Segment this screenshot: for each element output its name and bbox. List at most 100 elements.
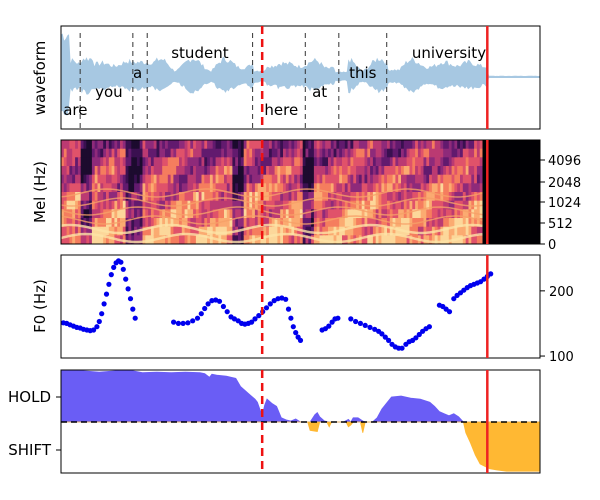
spectrogram-cell bbox=[212, 166, 217, 176]
spectrogram-cell bbox=[401, 235, 405, 244]
spectrogram-cell bbox=[224, 218, 228, 228]
spectrogram-cell bbox=[389, 200, 394, 210]
spectrogram-cell bbox=[437, 192, 441, 202]
spectrogram-cell bbox=[187, 148, 191, 158]
spectrogram-cell bbox=[429, 157, 433, 167]
spectrogram-cell bbox=[457, 140, 461, 150]
spectrogram-cell bbox=[243, 183, 248, 193]
spectrogram-cell bbox=[170, 183, 174, 193]
spectrogram-cell bbox=[94, 192, 99, 202]
spectrogram-cell bbox=[100, 200, 104, 210]
spectrogram-cell bbox=[350, 226, 354, 236]
spectrogram-cell bbox=[342, 235, 346, 244]
spectrogram-cell bbox=[215, 140, 219, 150]
spectrogram-cell bbox=[423, 183, 427, 193]
spectrogram-cell bbox=[409, 183, 413, 193]
spectrogram-cell bbox=[153, 183, 158, 193]
spectrogram-cell bbox=[131, 183, 135, 193]
spectrogram-cell bbox=[325, 157, 329, 167]
spectrogram-cell bbox=[277, 148, 281, 158]
spectrogram-cell bbox=[392, 235, 396, 244]
spectrogram-cell bbox=[305, 174, 309, 184]
spectrogram-cell bbox=[465, 209, 470, 219]
spectrogram-cell bbox=[448, 183, 453, 193]
spectrogram-cell bbox=[423, 174, 427, 184]
spectrogram-cell bbox=[77, 183, 82, 193]
spectrogram-cell bbox=[167, 235, 172, 244]
spectrogram-cell bbox=[333, 183, 337, 193]
spectrogram-cell bbox=[468, 218, 472, 228]
f0-point bbox=[205, 301, 211, 307]
spectrogram-cell bbox=[291, 209, 295, 219]
spectrogram-cell bbox=[190, 183, 194, 193]
spectrogram-cell bbox=[153, 209, 158, 219]
spectrogram-cell bbox=[103, 174, 107, 184]
spectrogram-cell bbox=[204, 209, 208, 219]
spectrogram-cell bbox=[134, 183, 138, 193]
spectrogram-cell bbox=[406, 166, 410, 176]
spectrogram-cell bbox=[128, 200, 132, 210]
f0-point bbox=[382, 334, 388, 340]
spectrogram-cell bbox=[319, 209, 323, 219]
spectrogram-cell bbox=[224, 183, 228, 193]
spectrogram-cell bbox=[153, 218, 158, 228]
spectrogram-cell bbox=[252, 218, 256, 228]
spectrogram-cell bbox=[384, 140, 388, 150]
spectrogram-cell bbox=[260, 183, 264, 193]
spectrogram-cell bbox=[443, 174, 447, 184]
f0-point bbox=[130, 306, 136, 312]
spectrogram-cell bbox=[297, 218, 301, 228]
spectrogram-cell bbox=[356, 226, 360, 236]
spectrogram-cell bbox=[266, 174, 270, 184]
spectrogram-cell bbox=[434, 192, 439, 202]
spectrogram-cell bbox=[339, 192, 343, 202]
spectrogram-cell bbox=[280, 174, 284, 184]
spectrogram-cell bbox=[170, 209, 174, 219]
spectrogram-cell bbox=[240, 166, 245, 176]
spectrogram-cell bbox=[209, 192, 214, 202]
spectrogram-cell bbox=[429, 209, 433, 219]
spectrogram-cell bbox=[454, 226, 458, 236]
spectrogram-cell bbox=[311, 192, 315, 202]
f0-point bbox=[379, 331, 385, 337]
spectrogram-cell bbox=[254, 174, 259, 184]
spectrogram-cell bbox=[297, 192, 301, 202]
spectrogram-cell bbox=[375, 166, 380, 176]
spectrogram-cell bbox=[395, 157, 399, 167]
spectrogram-cell bbox=[184, 148, 188, 158]
spectrogram-cell bbox=[342, 226, 346, 236]
spectrogram-cell bbox=[181, 148, 186, 158]
turn-axes-frame bbox=[60, 369, 541, 474]
spectrogram-cell bbox=[266, 235, 270, 244]
spectrogram-cell bbox=[80, 157, 85, 167]
spectrogram-cell bbox=[356, 157, 360, 167]
word-label: at bbox=[312, 83, 327, 101]
spectrogram-cell bbox=[226, 140, 231, 150]
spectrogram-harmonic bbox=[61, 188, 483, 198]
spectrogram-cell bbox=[417, 192, 422, 202]
spectrogram-cell bbox=[431, 192, 436, 202]
spectrogram-cell bbox=[159, 226, 163, 236]
spectrogram-cell bbox=[173, 235, 177, 244]
spectrogram-cell bbox=[330, 148, 335, 158]
spectrogram-cell bbox=[122, 148, 127, 158]
spectrogram-cell bbox=[176, 192, 180, 202]
spectrogram-cell bbox=[381, 192, 385, 202]
spectrogram-cell bbox=[342, 218, 346, 228]
spectrogram-cell bbox=[347, 226, 351, 236]
spectrogram-cell bbox=[75, 140, 79, 150]
spectrogram-cell bbox=[153, 166, 158, 176]
spectrogram-cell bbox=[322, 166, 326, 176]
spectrogram-cell bbox=[465, 226, 470, 236]
spectrogram-cell bbox=[207, 157, 211, 167]
spectrogram-cell bbox=[451, 200, 455, 210]
spectrogram-cell bbox=[299, 183, 304, 193]
spectrogram-cell bbox=[63, 148, 68, 158]
spectrogram-cell bbox=[221, 200, 225, 210]
spectrogram-cell bbox=[111, 157, 115, 167]
spectrogram-cell bbox=[165, 183, 169, 193]
spectrogram-cell bbox=[288, 226, 292, 236]
spectrogram-cell bbox=[299, 166, 304, 176]
f0-point bbox=[91, 327, 97, 333]
